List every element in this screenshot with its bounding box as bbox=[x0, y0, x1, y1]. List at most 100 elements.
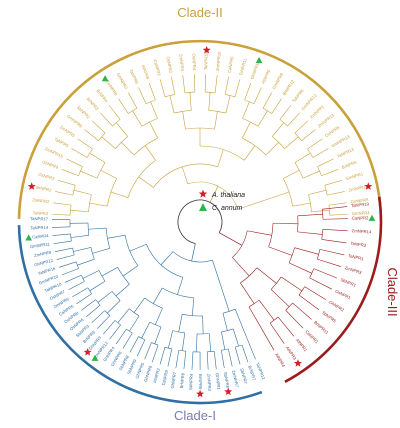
tree-branch bbox=[101, 136, 116, 149]
leaf-label: TaNPR19 bbox=[351, 201, 370, 208]
leaf-label: OsNPR4 bbox=[191, 53, 197, 70]
tree-branch bbox=[76, 293, 92, 305]
tree-branch bbox=[233, 328, 239, 347]
leaf-label: TaNPR13 bbox=[336, 146, 355, 158]
leaf-label: BrNPR7 bbox=[247, 365, 257, 382]
tree-branch bbox=[100, 112, 113, 127]
tree-branch bbox=[321, 229, 324, 240]
tree-branch bbox=[152, 344, 159, 363]
leaf-label: GhNPR7 bbox=[170, 371, 178, 389]
leaf-label: TaNPR1 bbox=[348, 253, 365, 261]
tree-branch bbox=[73, 189, 92, 195]
species-markers bbox=[25, 45, 376, 398]
leaf-label: SbNPR9 bbox=[126, 358, 138, 375]
tree-branch bbox=[283, 178, 293, 207]
tree-branch bbox=[138, 176, 154, 188]
tree-branch bbox=[242, 101, 250, 119]
tree-branch bbox=[178, 314, 183, 333]
tree-branch bbox=[321, 169, 339, 177]
leaf-label: GhNPR10 bbox=[249, 60, 260, 80]
tree-branch bbox=[144, 145, 156, 161]
clade-iii-arc bbox=[284, 196, 383, 383]
leaf-label: AtNPR4 bbox=[274, 352, 286, 368]
tree-branch bbox=[177, 277, 184, 295]
tree-branch bbox=[160, 251, 174, 266]
tree-branch bbox=[107, 234, 126, 239]
tree-branch bbox=[141, 321, 151, 339]
tree-branch bbox=[228, 348, 233, 367]
tree-branch bbox=[328, 202, 347, 206]
tree-branch bbox=[96, 162, 106, 179]
tree-branch bbox=[277, 316, 295, 337]
tree-branch bbox=[84, 129, 99, 141]
tree-branch bbox=[221, 331, 226, 350]
tree-branch bbox=[308, 189, 327, 195]
tree-branch bbox=[175, 350, 180, 369]
triangle-icon bbox=[255, 57, 263, 64]
star-icon bbox=[224, 387, 233, 396]
tree-root bbox=[209, 202, 223, 233]
tree-branch bbox=[167, 348, 173, 367]
tree-branch bbox=[144, 342, 152, 360]
tree-branch bbox=[322, 229, 348, 232]
tree-branch bbox=[72, 185, 76, 196]
leaf-label: ZmNPR1 bbox=[309, 104, 325, 120]
tree-branch bbox=[253, 87, 262, 104]
tree-branch bbox=[82, 270, 100, 279]
tree-branch bbox=[244, 99, 255, 105]
leaf-label: GhNPR9 bbox=[42, 159, 60, 170]
triangle-icon bbox=[91, 354, 99, 361]
leaf-label: BrNPR12 bbox=[281, 78, 295, 96]
leaf-label: BrNPR5 bbox=[341, 160, 358, 170]
tree-branch bbox=[92, 248, 110, 254]
tree-branch bbox=[169, 95, 175, 114]
tree-branch bbox=[240, 282, 255, 304]
tree-branch bbox=[192, 297, 195, 316]
leaf-label: ZmNPR3 bbox=[206, 374, 212, 392]
leaf-label: CaNPR3 bbox=[153, 59, 162, 77]
tree-branch bbox=[61, 169, 79, 177]
tree-branch bbox=[302, 170, 320, 179]
leaf-label: TaNPR16 bbox=[37, 266, 56, 276]
tree-branch bbox=[101, 267, 118, 277]
clade-ii-title: Clade-II bbox=[177, 5, 223, 20]
tree-branch bbox=[59, 261, 77, 268]
clade-stem bbox=[219, 232, 243, 246]
leaf-label: ZmNPR10 bbox=[215, 51, 222, 72]
tree-branch bbox=[281, 276, 303, 292]
tree-branch bbox=[312, 148, 329, 158]
tree-branch bbox=[213, 351, 217, 370]
tree-branch bbox=[301, 129, 316, 141]
tree-branch bbox=[297, 213, 323, 217]
tree-branch bbox=[109, 324, 121, 340]
star-icon bbox=[196, 389, 205, 398]
tree-branch bbox=[72, 287, 89, 298]
tree-branch bbox=[70, 235, 89, 238]
leaf-label: BrNPR9 bbox=[198, 374, 203, 390]
leaf-label: ZmNPR3 bbox=[344, 265, 363, 275]
star-icon bbox=[27, 182, 36, 190]
tree-branch bbox=[214, 74, 218, 93]
leaf-label: GmNPR8 bbox=[66, 114, 84, 130]
clade-ii-arc bbox=[17, 39, 383, 219]
star-icon bbox=[202, 45, 211, 54]
leaf-label: OsNPR3 bbox=[165, 56, 173, 74]
tree-branch bbox=[178, 349, 186, 352]
tree-branch bbox=[53, 240, 72, 244]
tree-branch bbox=[150, 101, 158, 119]
tree-branch bbox=[247, 230, 272, 236]
tree-branch bbox=[172, 330, 185, 334]
tree-branch bbox=[317, 158, 334, 167]
tree-branch bbox=[319, 249, 345, 256]
tree-branch bbox=[221, 328, 234, 333]
leaf-label: ZmNPR8 bbox=[105, 79, 119, 97]
tree-branch bbox=[88, 227, 107, 230]
tree-branch bbox=[128, 108, 138, 114]
leaf-label: TaNPR17 bbox=[30, 216, 49, 221]
tree-branch bbox=[129, 315, 140, 332]
leaf-label: GhNPR8 bbox=[143, 364, 153, 382]
tree-branch bbox=[214, 111, 218, 130]
tree-branch bbox=[154, 326, 162, 344]
leaf-label: BrNPR8 bbox=[179, 372, 186, 388]
leaf-label: CaNPR1 bbox=[304, 329, 320, 345]
